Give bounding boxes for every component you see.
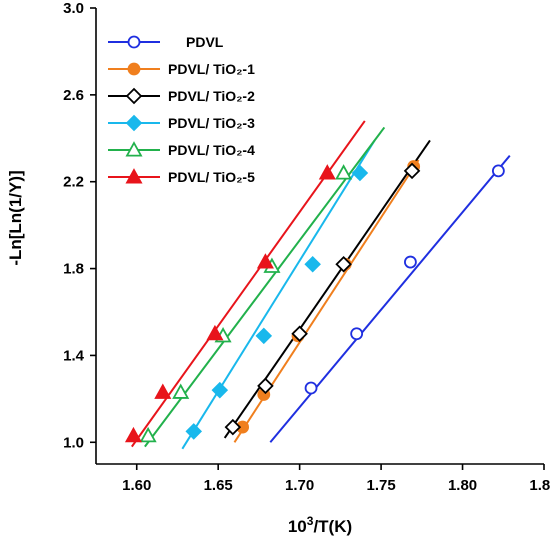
- data-point-series-3: [403, 162, 421, 180]
- data-point-series-6: [206, 324, 224, 341]
- data-point-series-3: [257, 377, 274, 395]
- data-point-series-1: [404, 255, 417, 269]
- data-point-series-1: [350, 327, 364, 341]
- data-point-series-4: [211, 381, 229, 399]
- x-tick-label: 1.85: [529, 477, 550, 494]
- legend-marker-5: [125, 141, 143, 157]
- x-tick-label: 1.75: [366, 477, 395, 494]
- fit-line-series-3: [223, 139, 431, 439]
- data-point-series-4: [304, 255, 321, 273]
- legend-label-6: PDVL/ TiO₂-5: [168, 169, 255, 185]
- data-point-series-3: [335, 255, 352, 273]
- x-tick-label: 1.65: [204, 477, 233, 494]
- y-axis-label: -Ln[Ln(1/Y)]: [6, 170, 25, 265]
- data-point-series-5: [172, 383, 190, 399]
- data-point-series-3: [291, 325, 308, 342]
- x-axis-label: 103/T(K): [288, 514, 352, 536]
- legend-marker-3: [125, 87, 143, 105]
- data-point-series-6: [256, 253, 274, 269]
- y-tick-label: 1.0: [63, 434, 84, 451]
- legend-marker-1: [127, 35, 141, 49]
- data-point-series-6: [154, 383, 172, 399]
- y-tick-label: 1.8: [63, 261, 84, 278]
- data-point-series-6: [318, 164, 336, 180]
- legend-marker-6: [125, 168, 143, 184]
- legend-label-1: PDVL: [186, 34, 224, 50]
- data-point-series-1: [491, 164, 505, 178]
- legend-marker-2: [127, 62, 141, 76]
- fit-line-series-1: [269, 155, 511, 443]
- y-tick-label: 1.4: [63, 347, 85, 364]
- y-tick-label: 3.0: [63, 0, 84, 17]
- y-tick-label: 2.2: [63, 174, 84, 191]
- data-point-series-3: [224, 418, 242, 436]
- data-point-series-4: [255, 327, 273, 345]
- data-point-series-4: [351, 164, 369, 182]
- data-point-series-4: [185, 423, 203, 440]
- fit-line-series-4: [181, 139, 376, 450]
- legend-label-4: PDVL/ TiO₂-3: [168, 115, 255, 131]
- x-tick-label: 1.60: [122, 477, 151, 494]
- data-point-series-6: [124, 426, 142, 443]
- x-tick-label: 1.70: [285, 477, 314, 494]
- legend-label-3: PDVL/ TiO₂-2: [168, 88, 255, 104]
- axes: 1.60 1.65 1.70 1.75 1.80 1.85 1.0 1.4 1.8 2.2 2.6 3…: [63, 0, 550, 494]
- data-point-series-1: [304, 381, 318, 395]
- x-tick-label: 1.80: [448, 477, 477, 494]
- legend-marker-4: [125, 114, 143, 132]
- data-markers: [124, 160, 505, 443]
- data-point-series-5: [139, 426, 157, 443]
- legend: PDVL PDVL/ TiO₂-1 PDVL/ TiO₂-2 PDVL/ TiO₂-3…: [108, 34, 255, 185]
- data-point-series-5: [335, 164, 353, 180]
- legend-label-5: PDVL/ TiO₂-4: [168, 142, 255, 158]
- y-tick-label: 2.6: [63, 87, 84, 104]
- legend-label-2: PDVL/ TiO₂-1: [168, 61, 255, 77]
